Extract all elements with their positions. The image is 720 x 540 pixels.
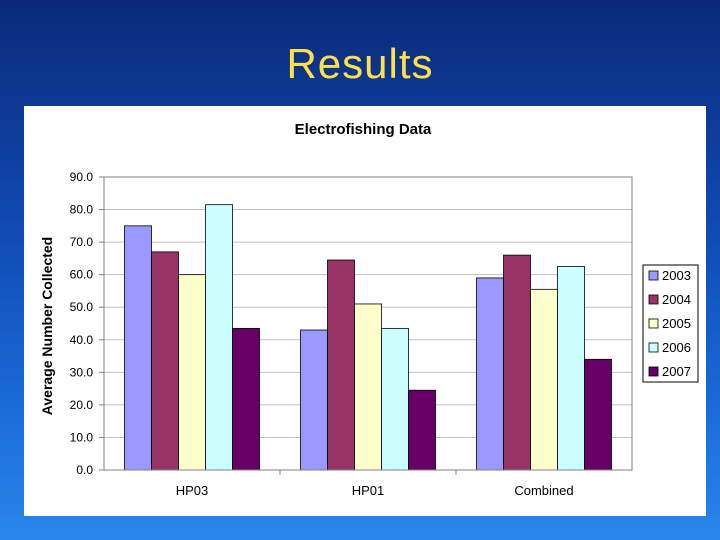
legend-swatch-2005 — [648, 318, 659, 329]
legend-label-2006: 2006 — [662, 340, 691, 355]
bar-hp01-2006 — [381, 327, 409, 471]
category-label-hp03: HP03 — [176, 483, 209, 498]
legend-label-2003: 2003 — [662, 268, 691, 283]
y-tick-label: 40.0 — [70, 333, 94, 347]
legend-swatch-2003 — [648, 270, 659, 281]
bar-combined-2005 — [530, 288, 558, 471]
plot-area-frame — [103, 176, 633, 471]
y-tick-label: 60.0 — [70, 268, 94, 282]
chart-panel: Electrofishing Data Average Number Colle… — [24, 106, 706, 516]
legend-label-2005: 2005 — [662, 316, 691, 331]
bar-hp03-2003 — [124, 225, 152, 471]
bar-combined-2006 — [557, 266, 585, 471]
bar-hp01-2004 — [327, 259, 355, 471]
bar-hp03-2004 — [151, 251, 179, 471]
bar-hp03-2005 — [178, 274, 206, 471]
legend-swatch-2007 — [648, 366, 659, 377]
y-tick-labels: 0.0 10.0 20.0 30.0 40.0 50.0 60.0 70.0 80.0 90.0 — [70, 170, 104, 477]
bar-combined-2003 — [476, 277, 504, 471]
y-tick-label: 50.0 — [70, 300, 94, 314]
y-tick-label: 0.0 — [76, 463, 93, 477]
legend-label-2004: 2004 — [662, 292, 691, 307]
legend: 2003 2004 2005 2006 2007 — [642, 264, 699, 383]
legend-swatch-2006 — [648, 342, 659, 353]
bar-combined-2004 — [503, 254, 531, 471]
y-tick-label: 80.0 — [70, 203, 94, 217]
bar-hp03-2006 — [205, 204, 233, 471]
category-label-combined: Combined — [514, 483, 573, 498]
bar-hp01-2005 — [354, 303, 382, 471]
y-tick-label: 10.0 — [70, 430, 94, 444]
y-tick-label: 20.0 — [70, 398, 94, 412]
bar-hp01-2007 — [408, 389, 436, 471]
y-tick-label: 30.0 — [70, 365, 94, 379]
legend-label-2007: 2007 — [662, 364, 691, 379]
legend-swatch-2004 — [648, 294, 659, 305]
y-axis-label: Average Number Collected — [39, 237, 55, 415]
bar-hp03-2007 — [232, 327, 260, 471]
bars — [124, 204, 612, 471]
chart-title: Electrofishing Data — [295, 121, 432, 138]
bar-hp01-2003 — [300, 329, 328, 471]
y-tick-label: 90.0 — [70, 170, 94, 184]
electrofishing-chart: Electrofishing Data Average Number Colle… — [39, 121, 699, 498]
category-label-hp01: HP01 — [352, 483, 385, 498]
slide-title: Results — [286, 40, 434, 87]
y-tick-label: 70.0 — [70, 235, 94, 249]
bar-combined-2007 — [584, 358, 612, 471]
category-labels: HP03 HP01 Combined — [176, 470, 574, 498]
